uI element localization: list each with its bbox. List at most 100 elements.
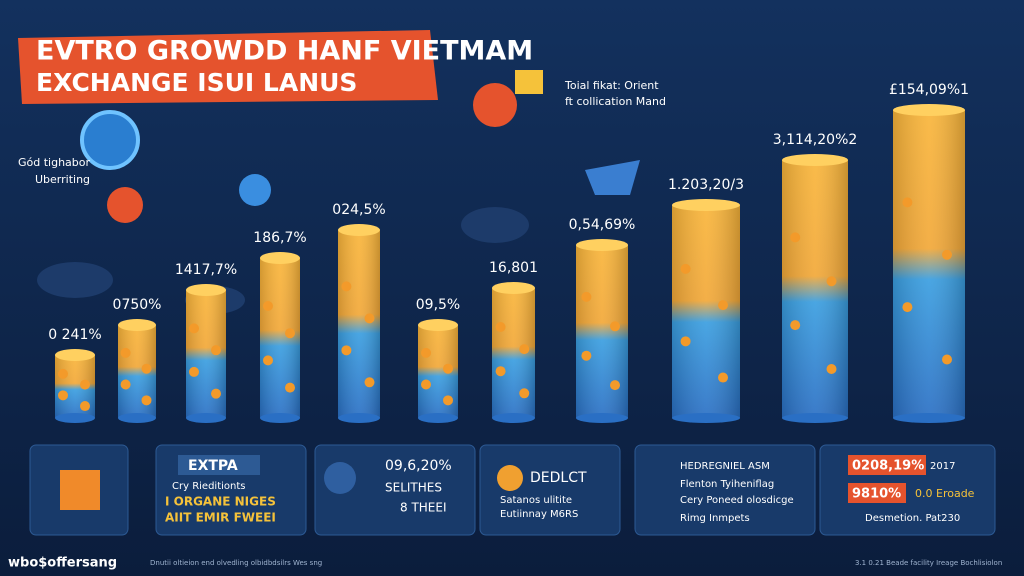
coin [364, 313, 375, 324]
coin [58, 390, 68, 401]
footer-text: Dnutii oltieion end olvedling olbidbdsil… [150, 559, 322, 567]
coin [519, 388, 530, 399]
panel-title: EXTPA [188, 458, 238, 474]
coin [189, 366, 199, 377]
bar-base [260, 413, 300, 423]
coin [680, 336, 691, 347]
panel-text: Cery Poneed olosdicge [680, 495, 794, 506]
coin [189, 323, 199, 334]
coin [80, 379, 90, 390]
panel-text: 9810% [852, 487, 901, 502]
coin [341, 345, 352, 356]
cloud [461, 207, 529, 243]
coin [610, 380, 620, 391]
callout: Toial fikat: Orient [564, 79, 659, 92]
coin [942, 354, 952, 365]
icon [239, 174, 271, 206]
bar-label: 186,7% [253, 230, 306, 246]
coin [58, 368, 68, 379]
bar-shade [338, 230, 380, 418]
icon [107, 187, 143, 223]
panel-text: Flenton Tyiheniflag [680, 479, 774, 490]
bar-top [186, 284, 226, 296]
panel-text: 0208,19% [852, 459, 924, 474]
coin [364, 377, 375, 388]
bar-top [672, 199, 740, 211]
title-banner [18, 30, 438, 104]
mascot [473, 83, 517, 127]
coin [263, 355, 273, 366]
bar-top [576, 239, 628, 251]
coin [718, 300, 728, 311]
bar-top [782, 154, 848, 166]
coin [341, 281, 352, 292]
icon [80, 110, 140, 170]
coin [443, 363, 453, 374]
coin [120, 379, 131, 390]
bar-label: 024,5% [332, 202, 385, 218]
bar-shade [782, 160, 848, 418]
bar-base [418, 413, 458, 423]
coin [790, 232, 801, 243]
coin [680, 263, 691, 274]
bar-base [186, 413, 226, 423]
bar-top [893, 104, 965, 116]
side-note: Gód tighabor [18, 156, 91, 169]
icon [585, 160, 640, 195]
panel-text: I ORGANE NIGES [165, 495, 276, 509]
bar-base [118, 413, 156, 423]
coin [211, 345, 221, 356]
coin [421, 347, 431, 358]
coin [519, 344, 530, 355]
icon [60, 470, 100, 510]
bar-label: 16,801 [489, 260, 538, 276]
panel-text: Cry Rieditionts [172, 481, 245, 492]
bar-top [55, 349, 95, 361]
panel [634, 444, 816, 536]
panel-text: 09,6,20% [385, 458, 452, 474]
bar-top [418, 319, 458, 331]
panel [479, 444, 621, 536]
coin [141, 395, 152, 406]
panel-text: 8 THEEI [400, 501, 447, 515]
bar-label: £154,09%1 [889, 82, 969, 98]
footer-text: 3.1 0.21 Beade facility Ireage Bochlisio… [855, 559, 1002, 567]
coin [581, 350, 592, 361]
bar-shade [893, 110, 965, 418]
bar-base [576, 413, 628, 423]
bar-shade [492, 288, 535, 418]
bar-base [55, 413, 95, 423]
bar-shade [576, 245, 628, 418]
side-note: Uberriting [35, 173, 90, 186]
coin [581, 291, 592, 302]
panel-text: Rimg Inmpets [680, 513, 750, 524]
coin [443, 395, 453, 406]
panel-text: Desmetion. Pat230 [865, 513, 960, 524]
bar-label: 1.203,20/3 [668, 177, 744, 193]
bar-top [260, 252, 300, 264]
panel-text: AIIT EMIR FWEEI [165, 511, 276, 525]
bar-shade [260, 258, 300, 418]
coin [285, 328, 295, 339]
panels [29, 444, 996, 536]
coin [495, 366, 506, 377]
coin [285, 382, 295, 393]
bar-shade [672, 205, 740, 418]
bar-label: 1417,7% [175, 262, 237, 278]
cloud [37, 262, 113, 298]
coin [141, 363, 152, 374]
coin [211, 388, 221, 399]
coin [942, 249, 952, 260]
panel-text: HEDREGNIEL ASM [680, 461, 770, 472]
coin [826, 363, 837, 374]
bar-top [118, 319, 156, 331]
panel [314, 444, 476, 536]
bar-label: 0,54,69% [569, 217, 636, 233]
bar-label: 09,5% [416, 297, 460, 313]
badge [848, 483, 906, 503]
icon [497, 465, 523, 491]
panel-title: DEDLCT [530, 470, 587, 486]
coin [718, 372, 728, 383]
